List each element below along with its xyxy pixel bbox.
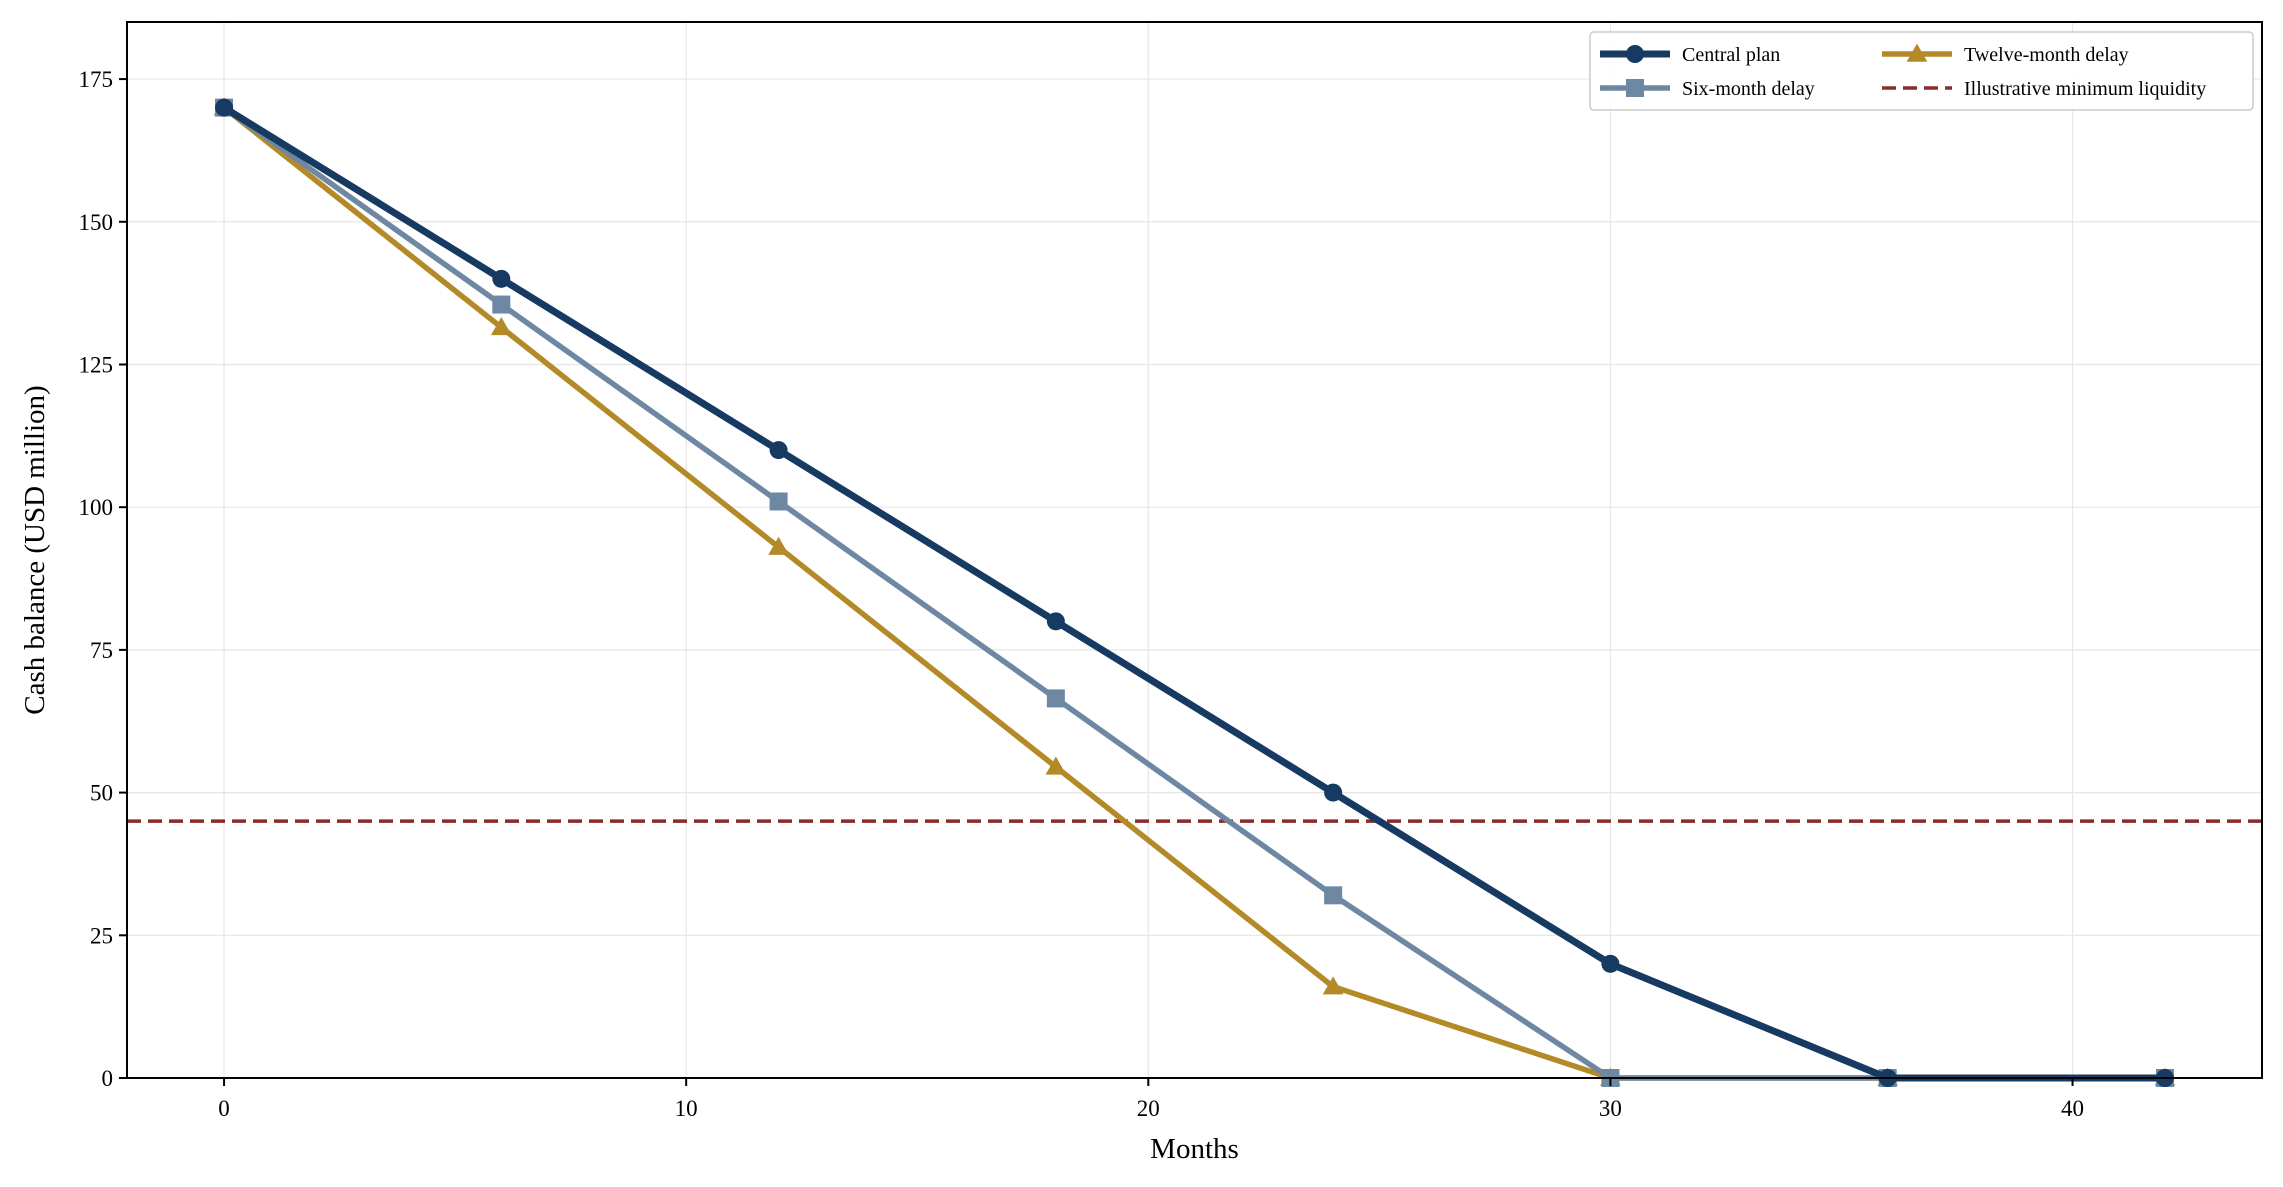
x-tick-label: 0 (218, 1096, 230, 1121)
triangle-marker (1322, 976, 1344, 995)
x-tick-label: 20 (1137, 1096, 1160, 1121)
x-tick-label: 10 (675, 1096, 698, 1121)
legend-label: Central plan (1682, 44, 1780, 66)
x-axis-label: Months (1150, 1133, 1239, 1165)
legend-entry: Illustrative minimum liquidity (1882, 78, 2206, 100)
triangle-marker (768, 536, 789, 555)
plot-frame (126, 21, 2263, 1079)
circle-marker (1046, 612, 1065, 631)
y-axis-label: Cash balance (USD million) (19, 385, 51, 714)
circle-marker (492, 269, 511, 288)
series-line (222, 104, 2165, 1082)
legend-label: Illustrative minimum liquidity (1964, 78, 2206, 100)
circle-marker (1601, 954, 1620, 973)
legend-box (1589, 31, 2254, 111)
square-marker (769, 492, 788, 511)
series-layer (213, 97, 2176, 1087)
triangle-marker (1045, 756, 1067, 775)
circle-marker (215, 98, 234, 117)
x-tick-label: 30 (1599, 1096, 1622, 1121)
circle-marker (1324, 783, 1343, 802)
y-tick-label: 50 (90, 781, 113, 806)
square-marker (1324, 886, 1343, 905)
x-tick-label: 40 (2061, 1096, 2084, 1121)
y-tick-label: 175 (79, 67, 114, 92)
legend-square-marker (1626, 79, 1644, 97)
square-marker (492, 295, 511, 314)
y-tick-label: 125 (79, 352, 114, 377)
y-tick-label: 150 (79, 210, 114, 235)
legend: Central plan Six-month delay Twelve-month … (1589, 31, 2254, 111)
grid-layer (127, 22, 2262, 1079)
series-line (222, 105, 2165, 1081)
legend-label: Twelve-month delay (1964, 44, 2129, 66)
y-tick-label: 75 (90, 638, 113, 663)
legend-entry: Twelve-month delay (1882, 43, 2129, 66)
legend-circle-marker (1626, 45, 1644, 63)
triangle-marker (490, 317, 512, 336)
y-tick-label: 25 (90, 923, 113, 948)
legend-label: Six-month delay (1682, 78, 1815, 100)
y-tick-label: 0 (102, 1066, 114, 1091)
series-line (222, 105, 2165, 1081)
square-marker (1046, 689, 1065, 708)
series-six-month-delay (215, 98, 2174, 1087)
ticks-layer: 0 10 20 30 40 0 25 50 75 100 125 150 175 (79, 67, 2085, 1121)
circle-marker (769, 441, 788, 460)
series-central-plan (215, 98, 2174, 1087)
legend-entry: Central plan (1600, 44, 1780, 66)
y-tick-label: 100 (79, 495, 114, 520)
legend-entry: Six-month delay (1600, 78, 1815, 100)
legend-triangle-marker (1906, 43, 1928, 62)
series-twelve-month-delay (213, 97, 2176, 1086)
